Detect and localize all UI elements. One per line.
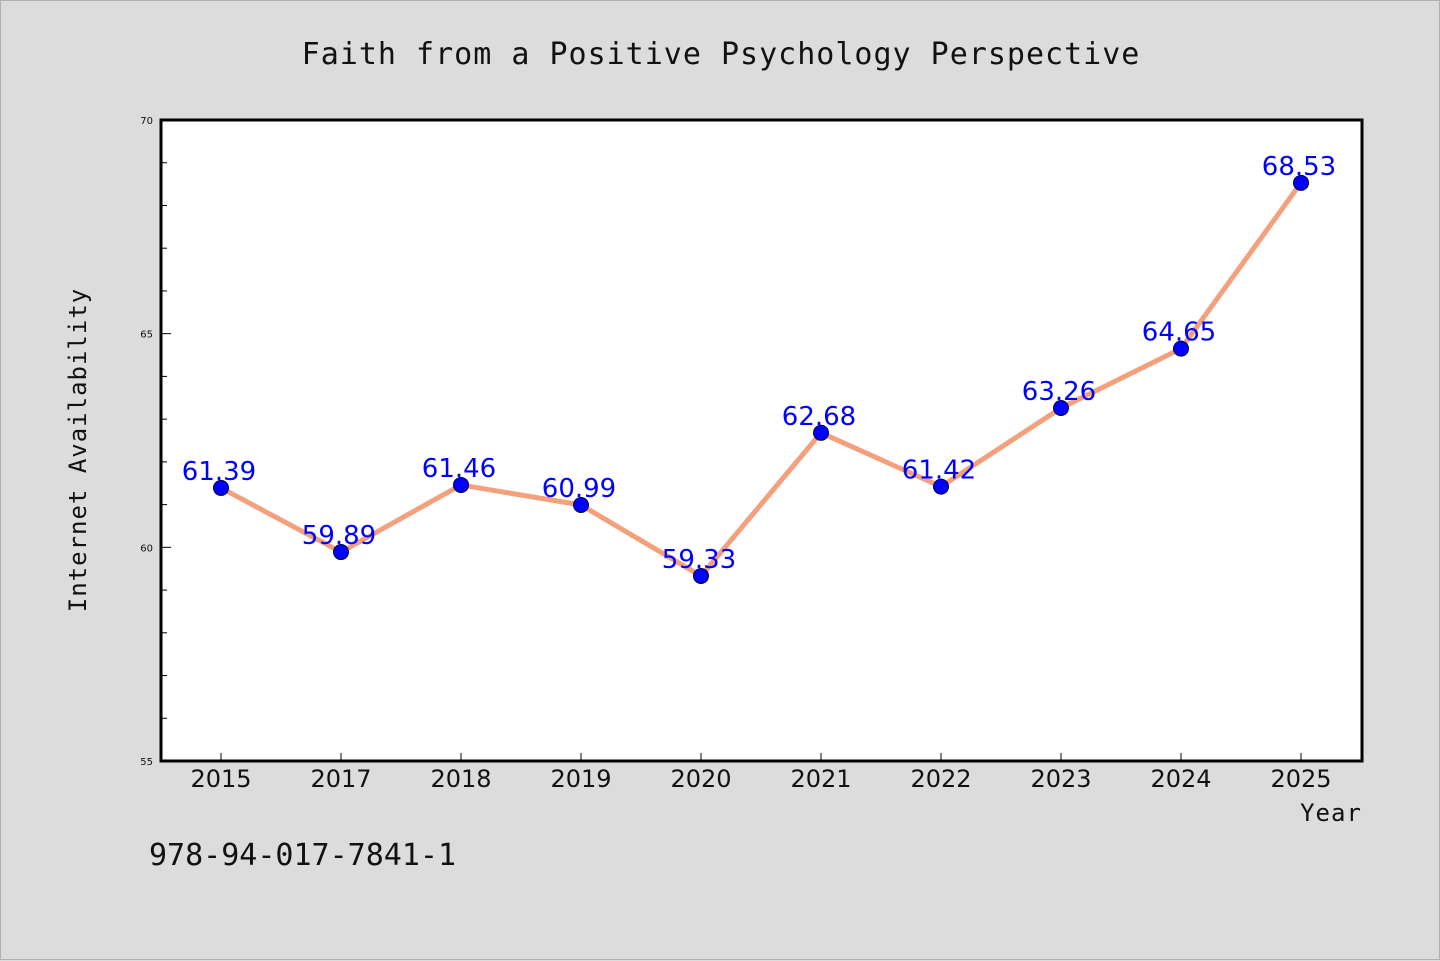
data-point bbox=[693, 567, 709, 584]
data-point bbox=[1293, 174, 1309, 191]
x-axis: 2015 2017 2018 2019 2020 2021 2022 2023 2024 2025 bbox=[190, 753, 1332, 793]
data-labels: 61.39 59.89 61.46 60.99 59.33 62.68 61.42 63.26… bbox=[182, 152, 1336, 575]
x-tick-label: 2025 bbox=[1270, 765, 1331, 793]
data-point bbox=[453, 476, 469, 493]
x-axis-label: Year bbox=[1300, 799, 1362, 827]
data-point bbox=[813, 424, 829, 441]
data-label: 59.33 bbox=[662, 545, 736, 575]
series-markers bbox=[213, 174, 1309, 584]
y-axis: 55 60 65 70 bbox=[140, 116, 171, 768]
x-tick-label: 2023 bbox=[1030, 765, 1091, 793]
data-label: 64.65 bbox=[1142, 318, 1216, 348]
x-tick-label: 2021 bbox=[790, 765, 851, 793]
series-line bbox=[219, 181, 1304, 579]
isbn-annotation: 978-94-017-7841-1 bbox=[149, 838, 456, 873]
data-label: 61.46 bbox=[422, 454, 496, 484]
x-tick-label: 2024 bbox=[1150, 765, 1211, 793]
data-point bbox=[1053, 400, 1069, 417]
x-tick-label: 2018 bbox=[430, 765, 491, 793]
data-label: 59.89 bbox=[302, 521, 376, 551]
data-label: 61.39 bbox=[182, 457, 256, 487]
y-axis-label: Internet Availability bbox=[64, 288, 92, 612]
data-point bbox=[573, 497, 589, 514]
chart-title: Faith from a Positive Psychology Perspec… bbox=[302, 37, 1141, 72]
data-point bbox=[933, 478, 949, 495]
x-tick-label: 2017 bbox=[310, 765, 371, 793]
data-label: 61.42 bbox=[902, 456, 976, 486]
y-tick-label: 65 bbox=[140, 330, 153, 341]
data-label: 68.53 bbox=[1262, 152, 1336, 182]
data-label: 60.99 bbox=[542, 474, 616, 504]
data-label: 62.68 bbox=[782, 402, 856, 432]
data-point bbox=[333, 544, 349, 561]
data-point bbox=[213, 479, 229, 496]
y-tick-label: 70 bbox=[140, 116, 153, 127]
x-tick-label: 2022 bbox=[910, 765, 971, 793]
data-label: 63.26 bbox=[1022, 377, 1096, 407]
x-tick-label: 2015 bbox=[190, 765, 251, 793]
data-point bbox=[1173, 340, 1189, 357]
y-tick-label: 60 bbox=[140, 543, 153, 554]
x-tick-label: 2019 bbox=[550, 765, 611, 793]
x-tick-label: 2020 bbox=[670, 765, 731, 793]
plot-area bbox=[159, 118, 1364, 763]
y-tick-label: 55 bbox=[140, 757, 153, 768]
